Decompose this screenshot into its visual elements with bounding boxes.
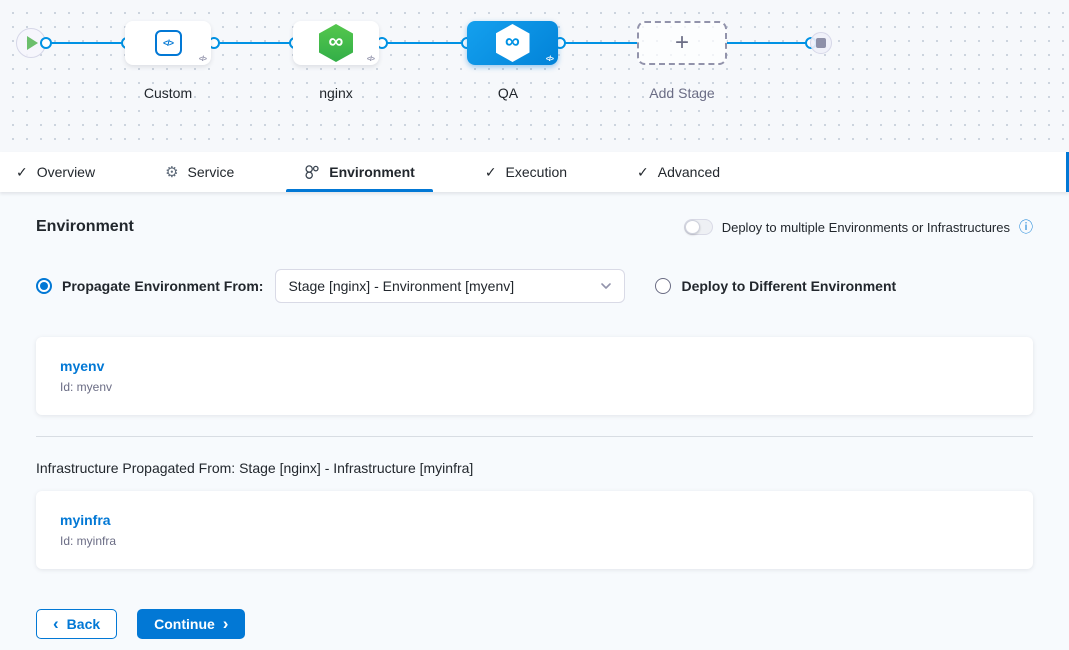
chevron-right-icon: › xyxy=(222,613,229,633)
back-button[interactable]: ‹ Back xyxy=(36,609,118,639)
select-value: Stage [nginx] - Environment [myenv] xyxy=(288,278,515,294)
multi-env-toggle-label: Deploy to multiple Environments or Infra… xyxy=(721,219,1010,235)
environment-name-link[interactable]: myenv xyxy=(60,358,105,374)
different-environment-radio[interactable] xyxy=(655,278,672,294)
chevron-down-icon xyxy=(601,283,612,289)
add-stage-button[interactable]: + xyxy=(637,21,727,65)
infrastructure-card: myinfra Id: myinfra xyxy=(36,491,1033,569)
tab-service[interactable]: ⚙ Service xyxy=(141,152,258,192)
infrastructure-propagated-note: Infrastructure Propagated From: Stage [n… xyxy=(36,460,474,476)
panel-edge-indicator xyxy=(1066,152,1069,192)
divider xyxy=(36,436,1033,437)
connector-line xyxy=(727,42,812,44)
custom-stage-icon: </> xyxy=(154,30,182,56)
connector-line xyxy=(213,42,295,44)
infinity-icon: ∞ xyxy=(328,30,344,53)
continue-button[interactable]: Continue › xyxy=(137,609,246,639)
environment-id: Id: myenv xyxy=(60,380,113,394)
info-icon[interactable]: ⓘ xyxy=(1019,219,1033,235)
multi-env-toggle[interactable] xyxy=(683,219,713,235)
infrastructure-name-link[interactable]: myinfra xyxy=(60,512,111,528)
different-environment-radio-label[interactable]: Deploy to Different Environment xyxy=(681,278,897,294)
play-icon xyxy=(27,36,38,50)
code-icon: </> xyxy=(162,38,174,48)
continue-button-label: Continue xyxy=(154,616,215,632)
stage-label: Add Stage xyxy=(649,85,715,101)
stage-label: Custom xyxy=(143,85,193,101)
infrastructure-id: Id: myinfra xyxy=(60,534,117,548)
environment-card: myenv Id: myenv xyxy=(36,337,1033,415)
check-icon: ✓ xyxy=(484,163,497,180)
stage-label: QA xyxy=(497,85,519,101)
tab-environment[interactable]: Environment xyxy=(280,152,439,192)
check-icon: ✓ xyxy=(637,163,649,180)
propagate-environment-radio[interactable] xyxy=(36,278,52,294)
stage-label: nginx xyxy=(319,85,353,101)
tab-label: Execution xyxy=(505,164,568,180)
tab-label: Advanced xyxy=(657,164,721,180)
tab-execution[interactable]: ✓ Execution xyxy=(461,152,591,192)
connector-dot xyxy=(40,37,52,49)
plus-icon: + xyxy=(674,29,689,56)
connector-line xyxy=(381,42,467,44)
toggle-knob xyxy=(684,220,700,234)
stage-node-custom[interactable]: </> </> xyxy=(125,21,211,65)
environment-tab-panel: Environment Deploy to multiple Environme… xyxy=(0,218,1069,639)
propagate-environment-radio-label[interactable]: Propagate Environment From: xyxy=(62,278,264,294)
pipeline-canvas: </> </> ∞ </> ∞ </> + Custom nginx QA Ad… xyxy=(0,0,1069,152)
code-icon: </> xyxy=(545,56,554,63)
pipeline-end-node xyxy=(810,32,832,54)
infinity-icon: ∞ xyxy=(505,30,520,53)
code-icon: </> xyxy=(366,56,375,63)
back-button-label: Back xyxy=(66,616,101,632)
tab-label: Overview xyxy=(36,164,96,180)
tab-advanced[interactable]: ✓ Advanced xyxy=(613,152,744,192)
code-icon: </> xyxy=(198,56,207,63)
tab-label: Service xyxy=(187,164,235,180)
stage-node-nginx[interactable]: ∞ </> xyxy=(293,21,379,65)
stage-node-qa[interactable]: ∞ </> xyxy=(467,21,558,65)
propagate-environment-select[interactable]: Stage [nginx] - Environment [myenv] xyxy=(275,269,626,303)
connector-line xyxy=(46,42,127,44)
check-icon: ✓ xyxy=(16,163,28,180)
deploy-stage-icon: ∞ xyxy=(319,24,353,62)
connector-line xyxy=(560,42,637,44)
section-title: Environment xyxy=(36,218,134,235)
tab-overview[interactable]: ✓ Overview xyxy=(2,152,119,192)
tab-label: Environment xyxy=(329,164,415,180)
stage-config-tabbar: ✓ Overview ⚙ Service Environment ✓ Execu… xyxy=(0,152,1069,192)
chevron-left-icon: ‹ xyxy=(53,613,59,633)
gear-icon: ⚙ xyxy=(165,164,179,181)
stop-icon xyxy=(816,38,826,48)
deploy-stage-icon: ∞ xyxy=(495,24,530,62)
environment-icon xyxy=(305,165,319,179)
